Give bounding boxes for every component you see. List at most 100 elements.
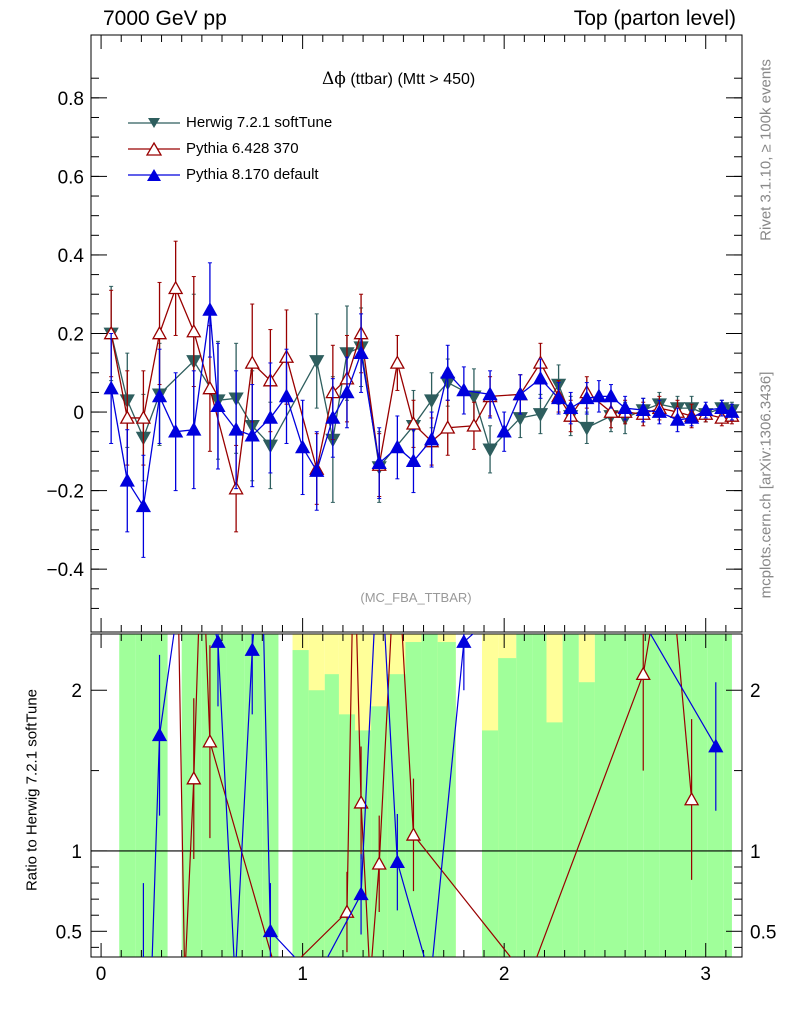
data-point-pythia8 [339,384,355,399]
plot-title: Δϕ (ttbar) (Mtt > 450) [322,69,475,89]
data-point-pythia8 [512,386,528,401]
ratio-point-pythia8 [151,727,168,742]
ratio-point-pythia8 [142,955,145,957]
data-point-pythia8 [295,439,311,454]
ratio-band-inner [262,634,279,957]
data-point-pythia8 [262,410,278,424]
data-point-pythia6 [168,280,184,295]
data-point-pythia8 [724,404,740,418]
ratio-ytick-label: 0.5 [56,922,82,943]
series-line-pythia6 [110,286,733,489]
data-point-pythia8 [617,400,633,414]
legend-entry-herwig: Herwig 7.2.1 softTune [128,114,332,131]
ratio-band-inner [691,634,708,957]
legend-marker-pythia6 [128,141,180,156]
ratio-xtick-label: 0 [96,964,107,985]
ratio-point-pythia6 [371,855,387,870]
ratio-band-inner [532,634,547,957]
data-point-herwig [482,443,498,458]
data-point-pythia8 [202,302,218,316]
main-ytick-label: −0.2 [46,482,84,503]
ratio-band-inner [387,674,406,957]
data-point-pythia8 [698,402,714,416]
ratio-band-inner [610,634,628,957]
data-point-herwig [424,394,440,409]
ratio-band-inner [308,690,325,957]
ratio-band-inner [578,682,595,957]
data-point-pythia8 [244,427,260,442]
data-point-pythia8 [103,380,119,395]
ratio-point-pythia8 [210,634,226,648]
data-point-herwig [466,390,482,405]
main-ytick-label: 0.6 [58,167,84,188]
ratio-ytick-label: 2 [71,681,82,702]
ratio-point-pythia6 [202,733,218,748]
data-point-pythia8 [496,423,512,438]
ratio-band-inner [643,634,660,957]
ratio-band-inner [324,674,339,957]
data-point-pythia6 [405,415,422,430]
legend-marker-herwig [128,117,180,128]
data-point-pythia6 [389,355,405,369]
data-point-pythia8 [440,364,456,379]
ratio-band-inner [675,634,692,957]
ratio-point-pythia8 [708,738,724,753]
ratio-xtick-label: 2 [499,964,510,985]
ratio-band-inner [498,658,517,957]
ratio-series-pythia8 [142,634,724,957]
rivet-version-label: Rivet 3.1.10, ≥ 100k events [757,59,775,241]
series-line-pythia8 [110,309,733,509]
ratio-band-inner [135,634,152,957]
data-point-pythia8 [210,398,226,413]
data-point-pythia8 [532,370,549,385]
data-point-pythia6 [186,323,202,338]
ratio-band-inner [421,634,438,957]
ratio-band-inner [627,634,644,957]
data-point-pythia6 [202,380,218,395]
data-point-pythia8 [278,388,295,403]
data-point-pythia8 [579,390,595,405]
main-ytick-label: 0.2 [58,325,84,346]
data-point-pythia8 [168,423,184,438]
ratio-band-inner [181,634,202,957]
ratio-band-inner [562,634,579,957]
legend-label-herwig: Herwig 7.2.1 softTune [186,114,333,131]
ratio-xtick-label: 1 [297,964,308,985]
legend-entry-pythia8: Pythia 8.170 default [128,166,319,183]
ratio-band-inner [723,634,732,957]
data-point-pythia6 [466,417,482,432]
header-process-label: Top (parton level) [573,7,736,30]
ratio-axis-label: Ratio to Herwig 7.2.1 softTune [23,688,41,892]
ratio-band-inner [482,730,499,957]
ratio-band-inner [292,650,309,957]
ratio-ytick-label-right: 2 [750,681,761,702]
ratio-series-group [142,634,724,957]
ratio-band-inner [516,634,533,957]
ratio-band-inner [119,634,136,957]
plot-title-symbol: Δϕ [322,69,346,89]
legend-marker-pythia8 [128,168,180,181]
data-point-pythia8 [591,388,607,403]
main-ytick-label: 0 [73,403,84,424]
data-point-pythia6 [603,404,619,418]
ratio-point-pythia6 [405,827,422,841]
ratio-band-inner [244,634,263,957]
analysis-tag: (MC_FBA_TTBAR) [360,590,472,605]
mcplots-reference-label: mcplots.cern.ch [arXiv:1306.3436] [757,371,775,599]
ratio-ytick-label-right: 1 [750,842,761,863]
main-ytick-label: −0.4 [46,560,84,581]
data-point-pythia8 [563,400,579,414]
ratio-point-pythia6 [186,770,202,785]
ratio-band-inner [546,722,563,957]
data-point-pythia6 [440,419,456,434]
data-point-pythia8 [456,382,472,397]
main-series-group [103,240,740,558]
ratio-point-pythia6 [635,666,651,681]
plot-title-text: (ttbar) (Mtt > 450) [345,71,476,88]
ratio-point-pythia8 [389,854,405,869]
ratio-point-pythia8 [353,886,369,901]
data-point-herwig [579,421,595,436]
series-pythia8 [103,262,740,558]
main-ytick-label: 0.4 [58,246,85,267]
legend-label-pythia8: Pythia 8.170 default [186,166,319,183]
